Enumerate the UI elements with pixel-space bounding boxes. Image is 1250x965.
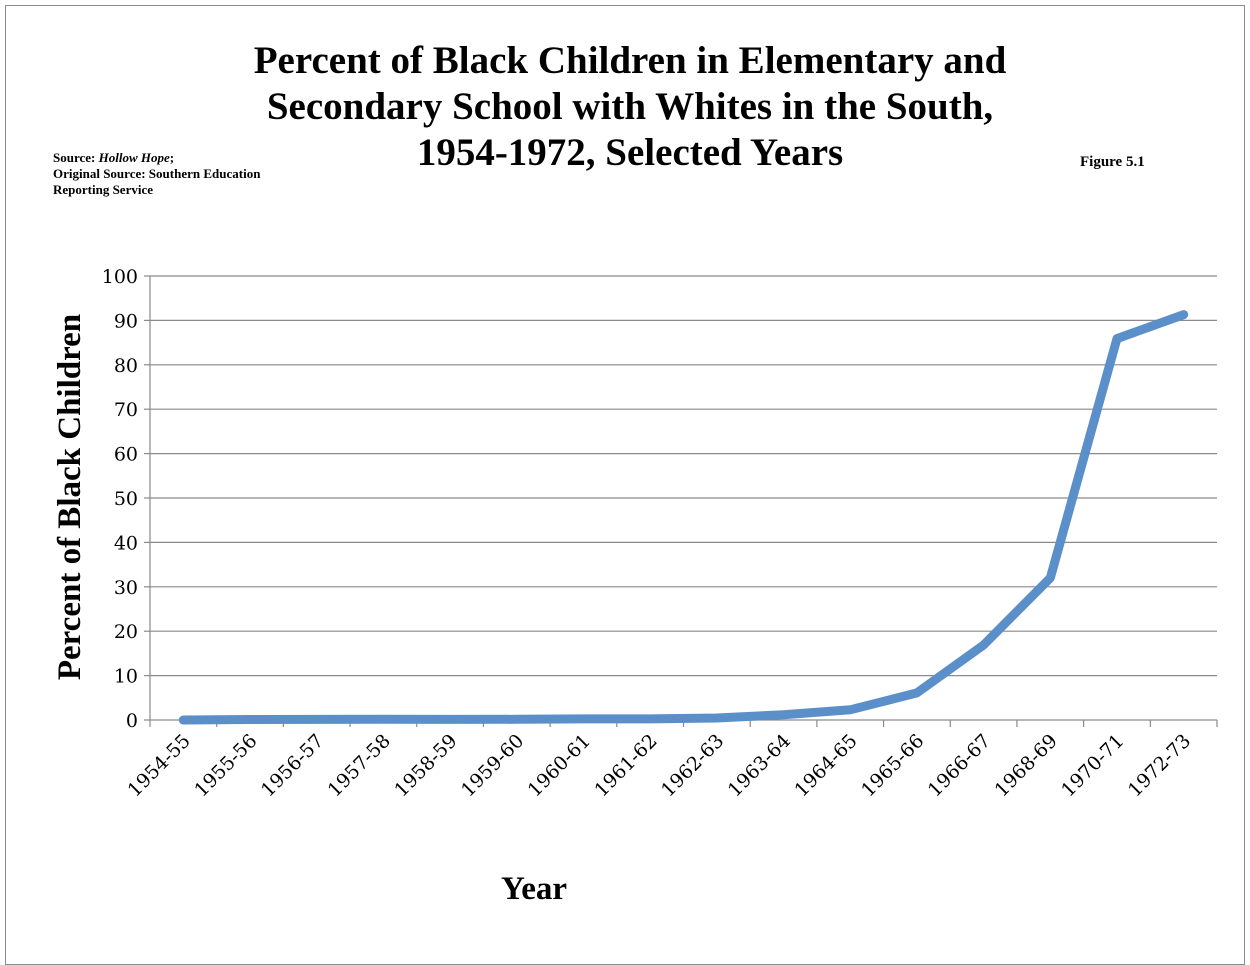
series-line-0 xyxy=(183,315,1183,720)
y-tick-label-0: 0 xyxy=(126,710,138,732)
x-tick-label-1968-69: 1968-69 xyxy=(990,730,1061,801)
x-tick-label-1966-67: 1966-67 xyxy=(924,730,995,801)
y-tick-label-10: 10 xyxy=(114,666,138,688)
x-tick-label-1964-65: 1964-65 xyxy=(790,730,861,801)
x-tick-label-1963-64: 1963-64 xyxy=(724,730,795,801)
gridlines xyxy=(144,276,1217,720)
y-tick-label-20: 20 xyxy=(114,621,138,643)
y-tick-label-50: 50 xyxy=(114,488,138,510)
x-tick-label-1957-58: 1957-58 xyxy=(324,730,395,801)
x-tick-labels: 1954-551955-561956-571957-581958-591959-… xyxy=(123,730,1195,801)
x-tick-label-1955-56: 1955-56 xyxy=(190,730,261,801)
y-tick-label-30: 30 xyxy=(114,577,138,599)
x-tick-label-1954-55: 1954-55 xyxy=(123,730,194,801)
x-tick-label-1958-59: 1958-59 xyxy=(390,730,461,801)
x-tick-label-1960-61: 1960-61 xyxy=(524,730,595,801)
x-axis-title: Year xyxy=(501,871,567,907)
y-tick-label-100: 100 xyxy=(102,266,138,288)
series-layer xyxy=(183,315,1184,721)
y-axis-title: Percent of Black Children xyxy=(52,314,88,680)
y-tick-label-80: 80 xyxy=(114,355,138,377)
x-tick-label-1956-57: 1956-57 xyxy=(257,730,328,801)
y-tick-label-90: 90 xyxy=(114,310,138,332)
y-tick-label-40: 40 xyxy=(114,532,138,554)
x-tick-label-1962-63: 1962-63 xyxy=(657,730,728,801)
x-tick-label-1961-62: 1961-62 xyxy=(590,730,661,801)
y-tick-labels: 0 10 20 30 40 50 60 70 80 90 100 xyxy=(102,266,138,732)
x-tick-label-1965-66: 1965-66 xyxy=(857,730,928,801)
axes xyxy=(150,276,1217,727)
y-tick-label-70: 70 xyxy=(114,399,138,421)
y-tick-label-60: 60 xyxy=(114,444,138,466)
x-tick-label-1970-71: 1970-71 xyxy=(1057,730,1128,801)
x-tick-label-1972-73: 1972-73 xyxy=(1124,730,1195,801)
x-tick-label-1959-60: 1959-60 xyxy=(457,730,528,801)
